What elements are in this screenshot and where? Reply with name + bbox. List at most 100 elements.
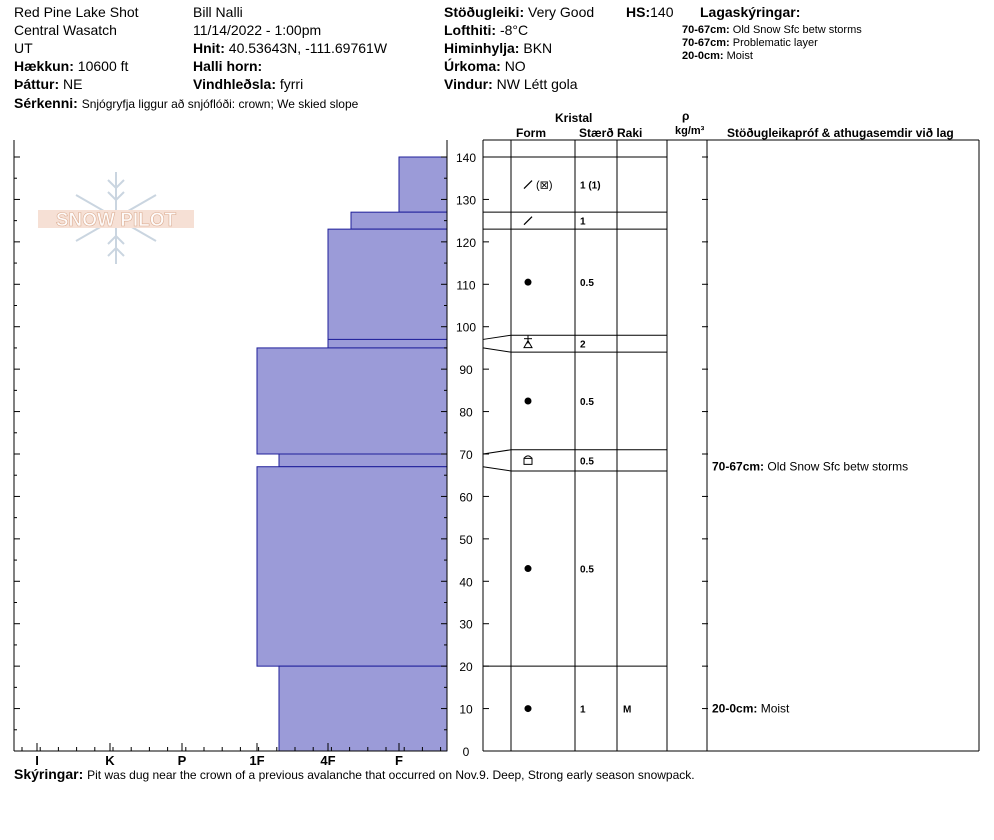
- sky-label: Himinhylja:: [444, 40, 520, 56]
- range-name: Central Wasatch: [14, 22, 117, 38]
- size-header: Stærð: [579, 126, 614, 140]
- layer-boundary: [482, 466, 667, 472]
- comments-column: 70-67cm: Old Snow Sfc betw storms 20-0cm:…: [712, 460, 908, 716]
- layer-comment-text: Old Snow Sfc betw storms: [767, 460, 908, 474]
- crystal-size-value: 0.5: [580, 397, 594, 408]
- coords-label: Hnit:: [193, 40, 225, 56]
- height-tick-label: 140: [456, 151, 476, 165]
- height-tick-label: 80: [459, 406, 473, 420]
- crystal-form-symbol: [523, 335, 533, 349]
- legend-text: Old Snow Sfc betw storms: [732, 24, 862, 36]
- hardness-tick-label: P: [178, 753, 187, 768]
- elevation-row: Hækkun: 10600 ft: [14, 58, 128, 74]
- height-tick-label: 90: [459, 363, 473, 377]
- height-tick-label: 110: [456, 278, 475, 292]
- surface-hoar-icon: [523, 339, 533, 349]
- crystal-size-value: 0.5: [580, 278, 594, 289]
- legend-text: Problematic layer: [732, 37, 818, 49]
- slope-label: Halli horn:: [193, 58, 263, 74]
- faceted-crystals-icon: [523, 455, 533, 459]
- hardness-bar: [256, 466, 448, 667]
- layer-boundary: [482, 334, 667, 340]
- legend-range: 20-0cm:: [682, 50, 724, 62]
- coords-row: Hnit: 40.53643N, -111.69761W: [193, 40, 387, 56]
- crystal-form-symbol: (⊠): [523, 180, 553, 192]
- air-temp-label: Lofthiti:: [444, 22, 497, 38]
- crystal-form-symbol: [524, 565, 532, 573]
- density-symbol: ρ: [682, 109, 690, 123]
- precip-row: Úrkoma: NO: [444, 58, 526, 74]
- precip-value: NO: [504, 58, 526, 74]
- crystal-form-symbol: [524, 278, 532, 286]
- legend-text: Moist: [726, 50, 753, 62]
- height-tick-label: 30: [459, 618, 473, 632]
- air-temp-row: Lofthiti: -8°C: [444, 22, 528, 38]
- density-unit: kg/m³: [675, 125, 705, 137]
- layer-comment-text: Moist: [761, 702, 790, 716]
- hardness-bar: [278, 453, 448, 468]
- hardness-tick-label: 1F: [249, 753, 264, 768]
- sky-value: BKN: [523, 40, 553, 56]
- stability-label: Stöðugleiki:: [444, 4, 525, 20]
- moisture-header: Raki: [617, 126, 643, 140]
- hardness-bar: [327, 228, 448, 340]
- form-header: Form: [516, 126, 546, 140]
- height-tick-label: 10: [459, 703, 473, 717]
- layer-comment: 70-67cm: Old Snow Sfc betw storms: [712, 460, 908, 474]
- notes-row: Skýringar: Pit was dug near the crown of…: [14, 766, 695, 783]
- height-tick-label: 120: [456, 236, 476, 250]
- comments-header: Stöðugleikapróf & athugasemdir við lag: [727, 126, 954, 140]
- observer-name: Bill Nalli: [193, 4, 243, 20]
- wind-loading-label: Vindhleðsla:: [193, 76, 276, 92]
- snowpilot-logo-text: SNOW PILOT: [56, 210, 177, 231]
- crystal-size-value: 1: [580, 705, 586, 716]
- elevation-label: Hækkun:: [14, 58, 74, 74]
- height-tick-label: 70: [459, 448, 473, 462]
- stability-value: Very Good: [528, 4, 595, 20]
- hardness-tick-label: I: [35, 753, 39, 768]
- notes-label: Skýringar:: [14, 766, 84, 782]
- hs-value: 140: [650, 4, 674, 20]
- faceted-crystals-icon: [523, 457, 533, 465]
- legend-range: 70-67cm:: [682, 37, 730, 49]
- layer-comment-range: 20-0cm:: [712, 702, 761, 716]
- wind-loading-row: Vindhleðsla: fyrri: [193, 76, 303, 92]
- layer-boundary: [482, 347, 667, 353]
- rounded-grains-icon: [524, 278, 532, 286]
- coords-value: 40.53643N, -111.69761W: [228, 40, 388, 56]
- aspect-row: Þáttur: NE: [14, 76, 82, 92]
- crystal-form-symbol: [523, 455, 533, 465]
- axis-ticks: I K P 1F 4F F 0 10 20 30 40 50 60 70 80 90 100 110 120 130 1…: [14, 151, 708, 768]
- legend-range: 70-67cm:: [682, 24, 730, 36]
- hardness-profile: [256, 156, 448, 752]
- profile-grid: [13, 139, 980, 752]
- decomposing-fragments-icon: [523, 216, 533, 226]
- height-tick-label: 130: [456, 193, 476, 207]
- slope-row: Halli horn:: [193, 58, 262, 74]
- air-temp-value: -8°C: [499, 22, 529, 38]
- rounded-grains-icon: [524, 565, 532, 573]
- location-name: Red Pine Lake Shot: [14, 4, 139, 20]
- notes-value: Pit was dug near the crown of a previous…: [87, 768, 695, 782]
- crystal-size-value: 0.5: [580, 456, 594, 467]
- aspect-label: Þáttur:: [14, 76, 60, 92]
- elevation-value: 10600 ft: [77, 58, 129, 74]
- observation-datetime: 11/14/2022 - 1:00pm: [193, 22, 322, 38]
- height-tick-label: 0: [463, 745, 470, 759]
- decomposing-fragments-icon: [523, 180, 533, 190]
- state-name: UT: [14, 40, 33, 56]
- height-tick-label: 100: [456, 321, 476, 335]
- crystal-form-symbol: [524, 705, 532, 713]
- hardness-bar: [350, 211, 448, 230]
- hs-row: HS:140: [626, 4, 673, 20]
- height-tick-label: 60: [459, 490, 473, 504]
- kristal-header: Kristal: [555, 111, 593, 125]
- legend-title: Lagaskýringar:: [700, 4, 801, 20]
- layer-comment-range: 70-67cm:: [712, 460, 767, 474]
- height-tick-label: 50: [459, 533, 473, 547]
- hardness-bar: [278, 665, 448, 752]
- height-tick-label: 40: [459, 575, 473, 589]
- crystal-column: (⊠) 1 (1) 1 0.5 2 0.5 0.5 0.5 1 M: [523, 180, 631, 716]
- crystal-form-symbol: [524, 397, 532, 405]
